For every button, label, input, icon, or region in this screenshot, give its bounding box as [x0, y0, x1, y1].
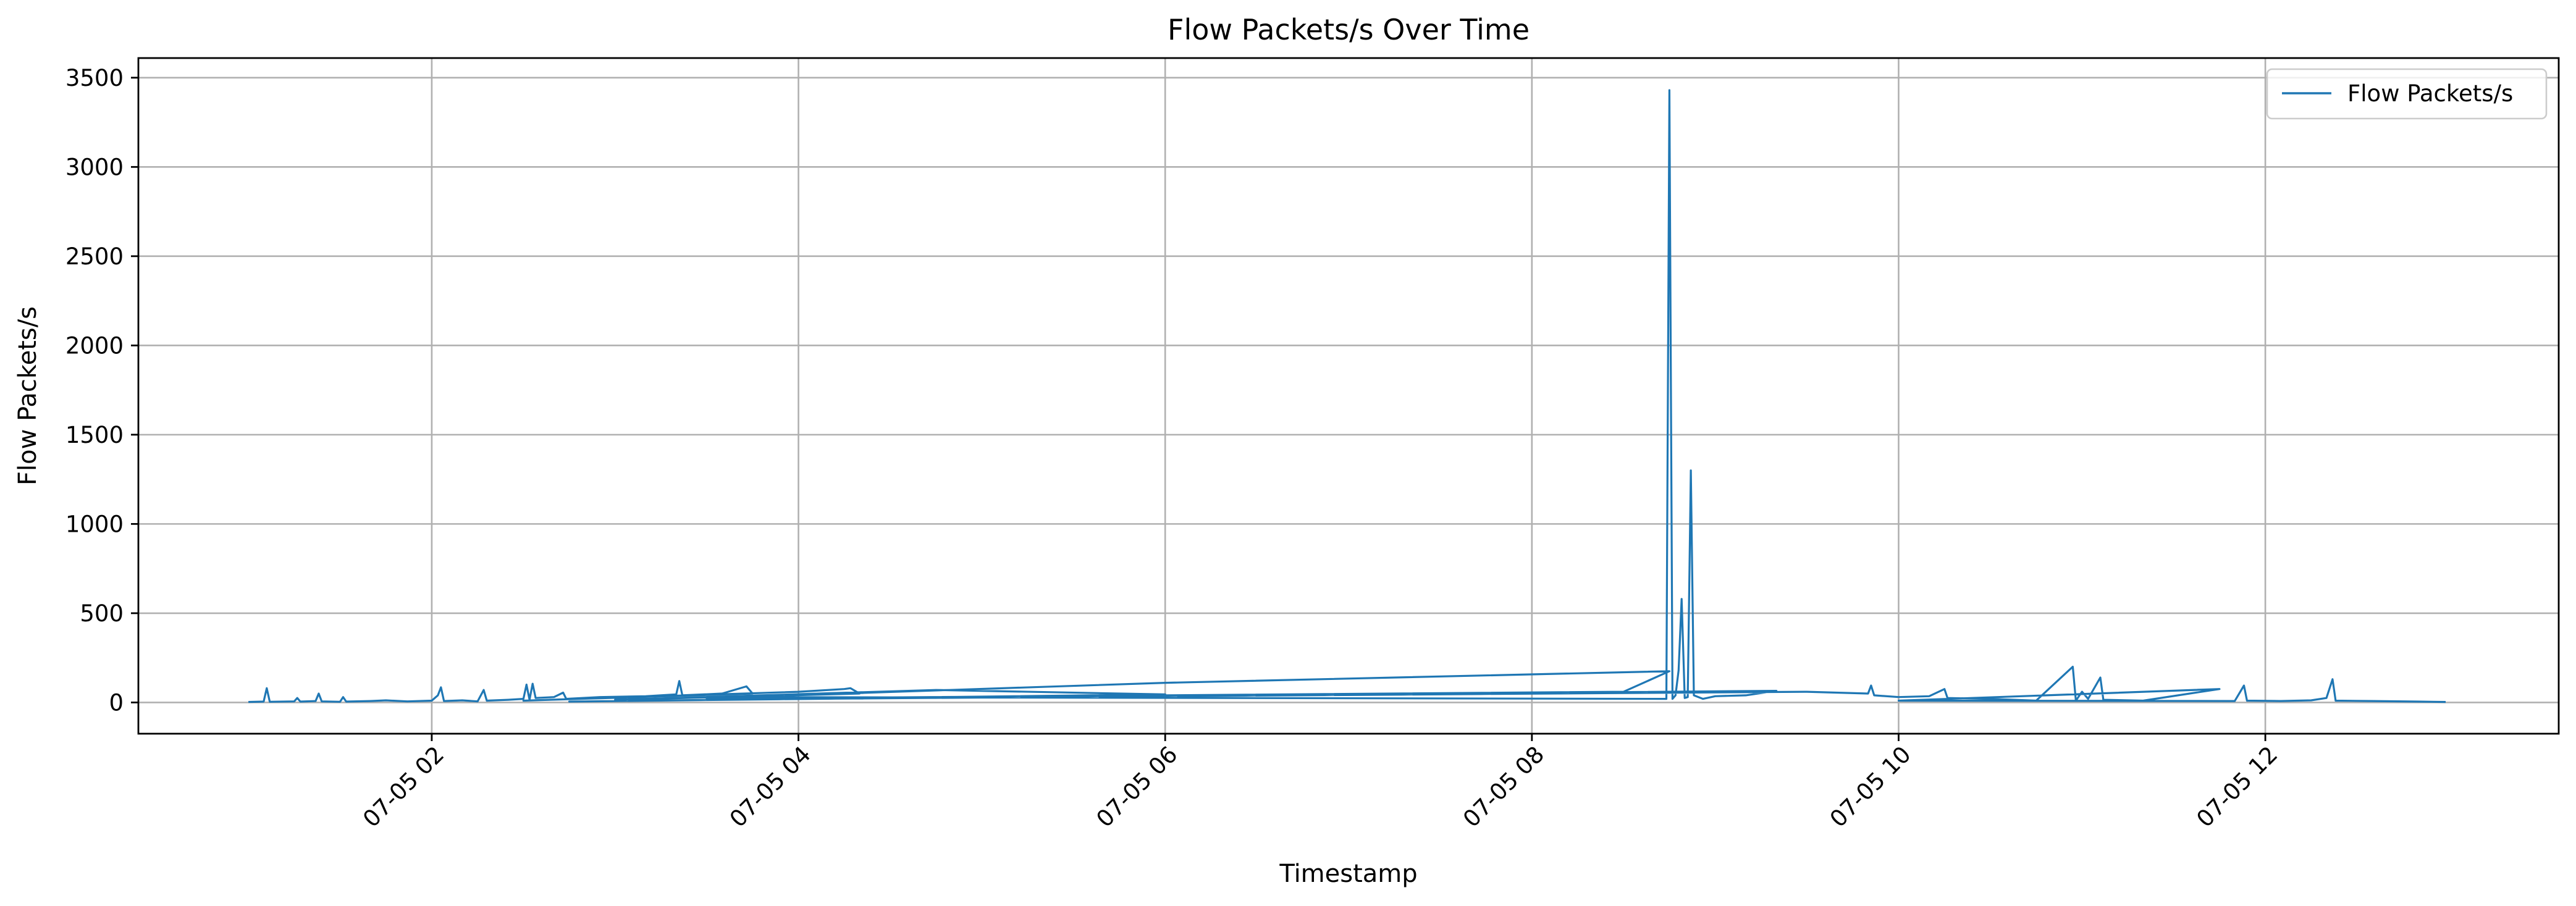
y-tick-label: 500	[80, 600, 124, 627]
y-tick-label: 1000	[65, 511, 124, 537]
legend: Flow Packets/s	[2266, 68, 2548, 120]
chart-title: Flow Packets/s Over Time	[1168, 13, 1530, 46]
plot-area	[248, 89, 2446, 703]
grid-lines	[138, 58, 2559, 734]
x-axis-label: Timestamp	[1279, 860, 1417, 888]
y-tick-label: 2000	[65, 332, 124, 359]
y-tick-label: 2500	[65, 243, 124, 270]
y-tick-label: 3000	[65, 154, 124, 180]
y-tick-label: 3500	[65, 65, 124, 91]
y-axis-label: Flow Packets/s	[14, 306, 42, 485]
legend-label: Flow Packets/s	[2347, 80, 2513, 107]
legend-box	[2266, 68, 2548, 120]
axes-frame	[137, 57, 2560, 735]
y-axis: 0 500 1000 1500 2000 2500 3000 3500	[65, 65, 138, 716]
y-tick-label: 0	[109, 689, 124, 716]
y-tick-label: 1500	[65, 422, 124, 448]
series-line-flow-packets	[248, 89, 2446, 703]
